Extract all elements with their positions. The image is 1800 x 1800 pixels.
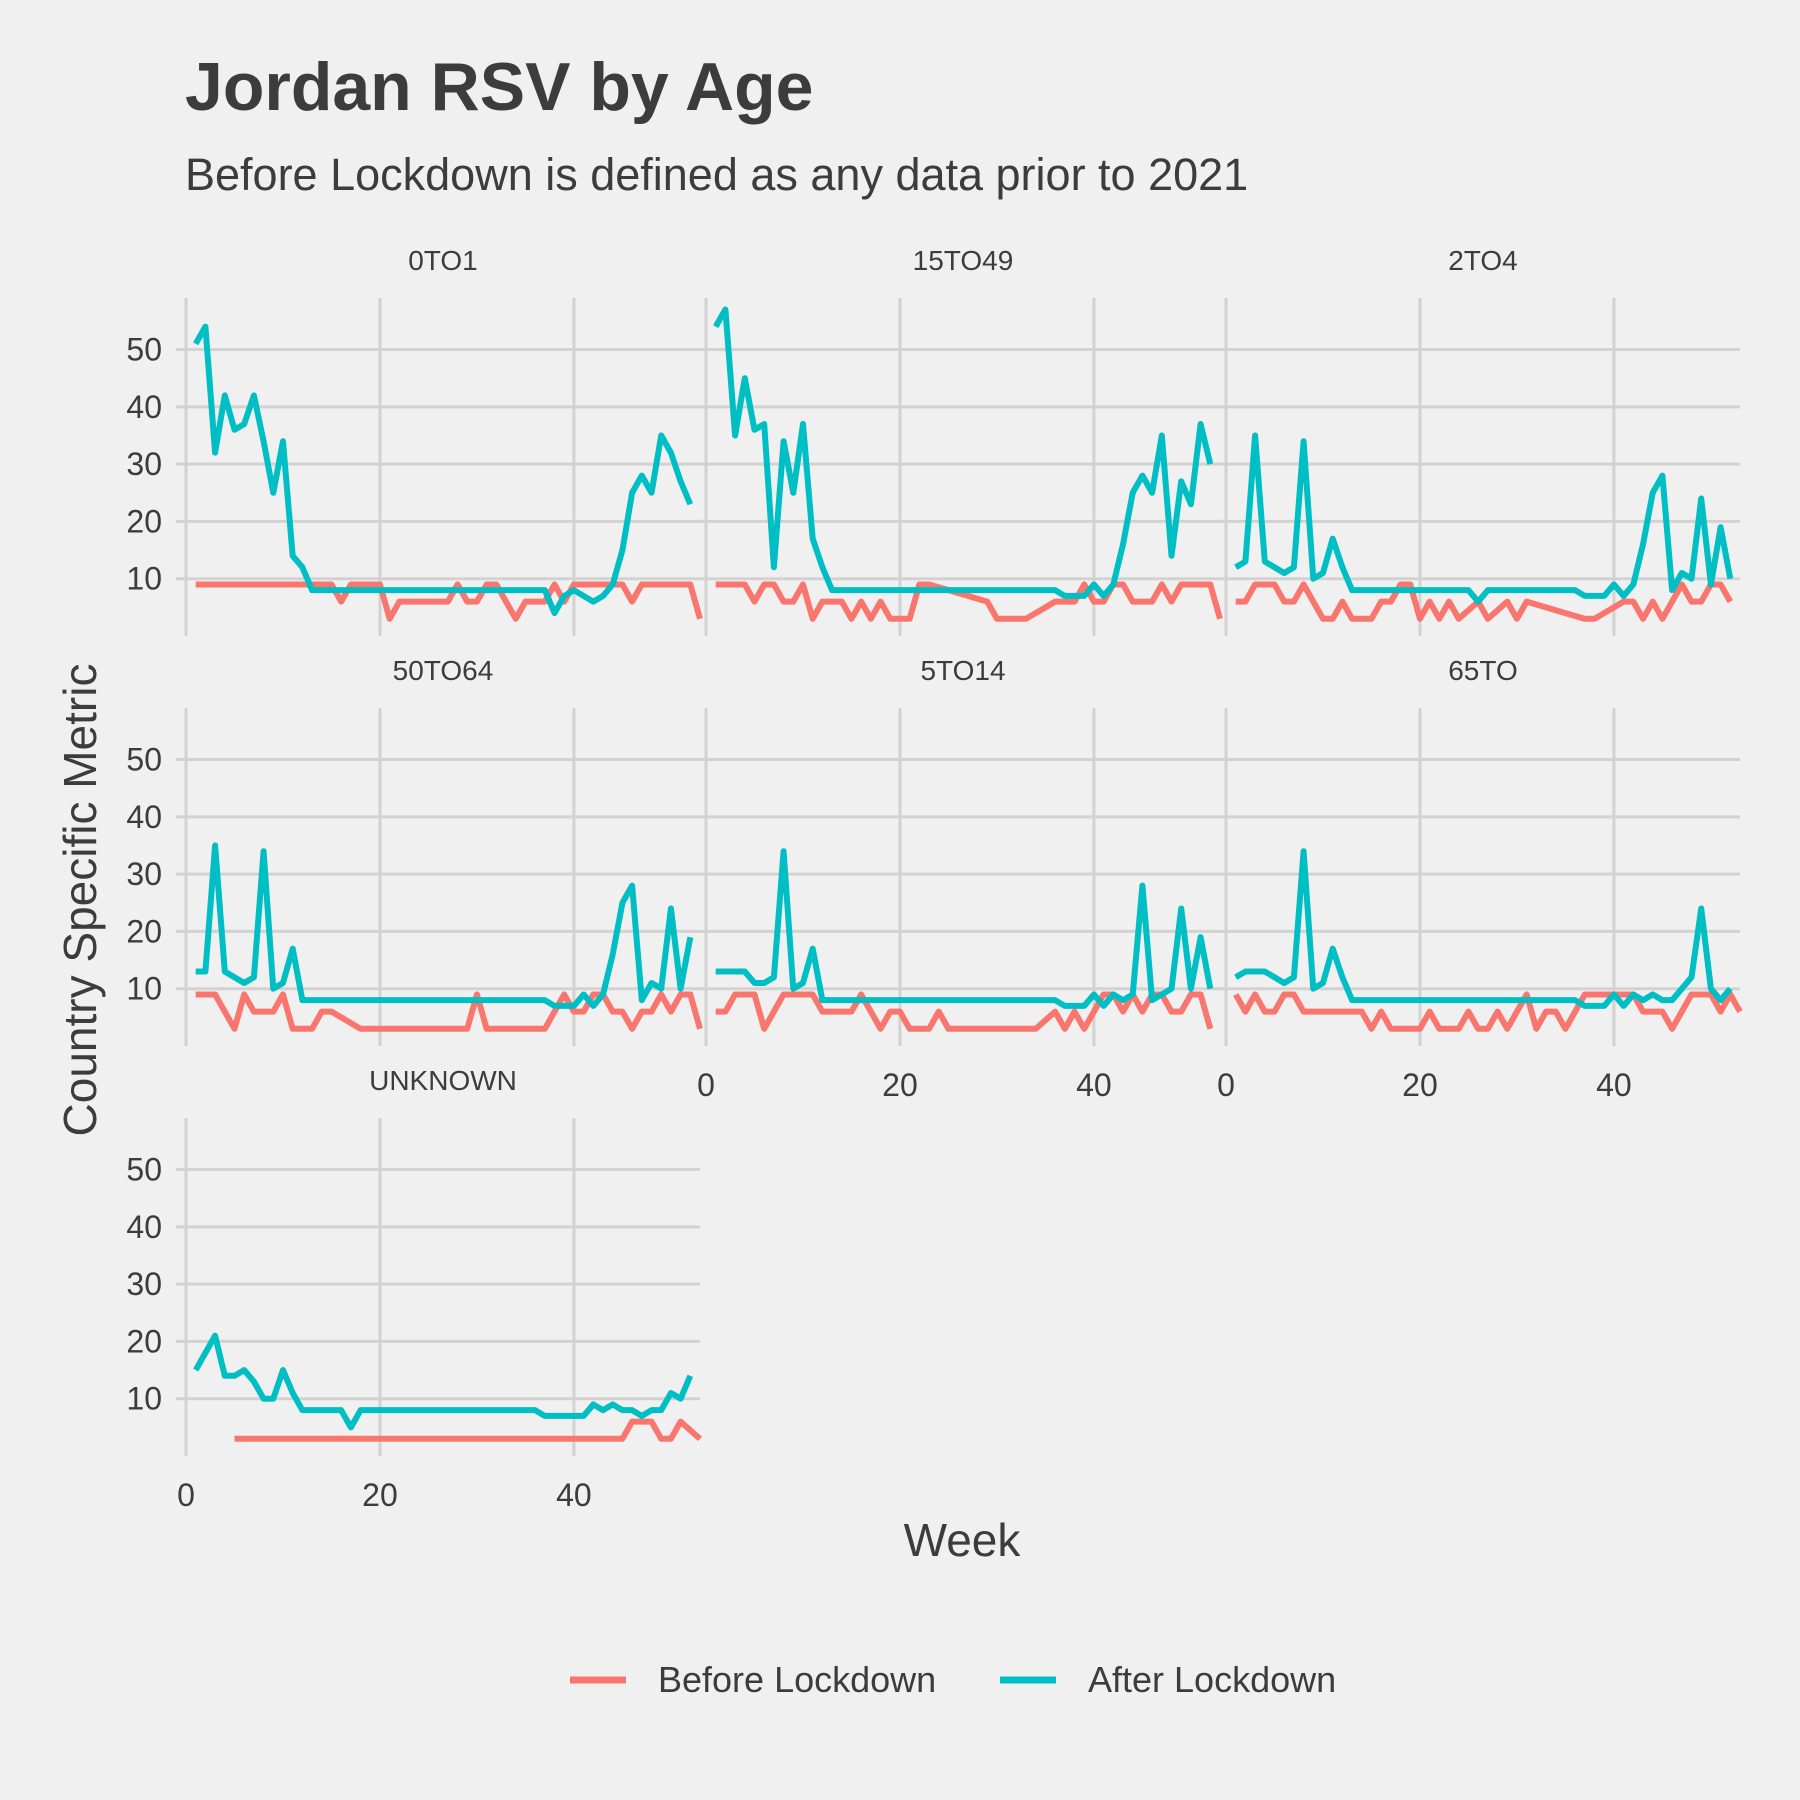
y-tick-label: 40 bbox=[126, 1209, 162, 1245]
series-line-after-lockdown-65to bbox=[1234, 848, 1733, 1009]
y-tick-label: 10 bbox=[126, 971, 162, 1007]
legend: Before Lockdown After Lockdown bbox=[570, 1659, 1336, 1700]
y-tick-label: 30 bbox=[126, 446, 162, 482]
legend-item-before-lockdown: Before Lockdown bbox=[570, 1659, 936, 1700]
series-line-after-lockdown-5to14 bbox=[715, 848, 1214, 1009]
y-tick-label: 50 bbox=[126, 1152, 162, 1188]
y-tick-label: 20 bbox=[126, 1323, 162, 1359]
facet-panel-15to49: 15TO49 bbox=[696, 245, 1223, 636]
x-tick-label: 20 bbox=[882, 1067, 918, 1103]
facet-panel-2to4: 2TO4 bbox=[1216, 245, 1740, 636]
x-tick-label: 20 bbox=[1402, 1067, 1438, 1103]
legend-label-after-lockdown: After Lockdown bbox=[1088, 1659, 1336, 1700]
facet-panel-unknown: UNKNOWN 10 20 30 40 50 0 20 40 bbox=[126, 1065, 702, 1513]
series-line-after-lockdown-0to1 bbox=[193, 323, 694, 617]
facet-panel-65to: 65TO 0 20 40 bbox=[1216, 655, 1743, 1103]
x-tick-label: 40 bbox=[1596, 1067, 1632, 1103]
y-tick-label: 30 bbox=[126, 1266, 162, 1302]
legend-item-after-lockdown: After Lockdown bbox=[1000, 1659, 1336, 1700]
y-tick-label: 10 bbox=[126, 1381, 162, 1417]
y-tick-label: 20 bbox=[126, 913, 162, 949]
chart-title: Jordan RSV by Age bbox=[185, 49, 814, 125]
x-tick-label: 0 bbox=[1217, 1067, 1235, 1103]
legend-label-before-lockdown: Before Lockdown bbox=[658, 1659, 936, 1700]
facet-label-unknown: UNKNOWN bbox=[369, 1065, 517, 1096]
series-line-before-lockdown-65to bbox=[1233, 991, 1743, 1032]
y-tick-label: 40 bbox=[126, 389, 162, 425]
facet-panel-5to14: 5TO14 0 20 40 bbox=[696, 655, 1220, 1103]
series-line-before-lockdown-unknown bbox=[234, 1418, 702, 1442]
facet-label-50to64: 50TO64 bbox=[393, 655, 494, 686]
facet-label-5to14: 5TO14 bbox=[920, 655, 1005, 686]
series-line-before-lockdown-2to4 bbox=[1235, 581, 1733, 622]
series-line-after-lockdown-2to4 bbox=[1234, 432, 1734, 605]
y-tick-label: 50 bbox=[126, 742, 162, 778]
x-tick-label: 40 bbox=[556, 1477, 592, 1513]
facet-label-15to49: 15TO49 bbox=[913, 245, 1014, 276]
facet-label-65to: 65TO bbox=[1448, 655, 1518, 686]
series-line-before-lockdown-50to64 bbox=[195, 991, 703, 1032]
facet-label-2to4: 2TO4 bbox=[1448, 245, 1518, 276]
y-tick-label: 20 bbox=[126, 503, 162, 539]
facet-label-0to1: 0TO1 bbox=[408, 245, 478, 276]
series-line-after-lockdown-50to64 bbox=[195, 842, 694, 1009]
x-tick-label: 40 bbox=[1076, 1067, 1112, 1103]
series-line-after-lockdown-15to49 bbox=[713, 306, 1214, 599]
facet-panel-50to64: 50TO64 10 20 30 40 50 bbox=[126, 655, 703, 1046]
x-tick-label: 0 bbox=[177, 1477, 195, 1513]
y-tick-label: 10 bbox=[126, 561, 162, 597]
x-tick-label: 20 bbox=[362, 1477, 398, 1513]
y-axis-title: Country Specific Metric bbox=[54, 664, 106, 1137]
y-tick-label: 40 bbox=[126, 799, 162, 835]
x-axis-title: Week bbox=[904, 1514, 1022, 1566]
facet-panel-0to1: 0TO1 10 20 30 40 50 bbox=[126, 245, 703, 636]
series-line-before-lockdown-15to49 bbox=[715, 581, 1223, 622]
series-line-before-lockdown-5to14 bbox=[715, 991, 1214, 1032]
series-line-before-lockdown-0to1 bbox=[195, 581, 703, 622]
series-line-after-lockdown-unknown bbox=[193, 1332, 694, 1431]
chart-subtitle: Before Lockdown is defined as any data p… bbox=[185, 149, 1248, 200]
y-tick-label: 30 bbox=[126, 856, 162, 892]
y-tick-label: 50 bbox=[126, 332, 162, 368]
x-tick-label: 0 bbox=[697, 1067, 715, 1103]
